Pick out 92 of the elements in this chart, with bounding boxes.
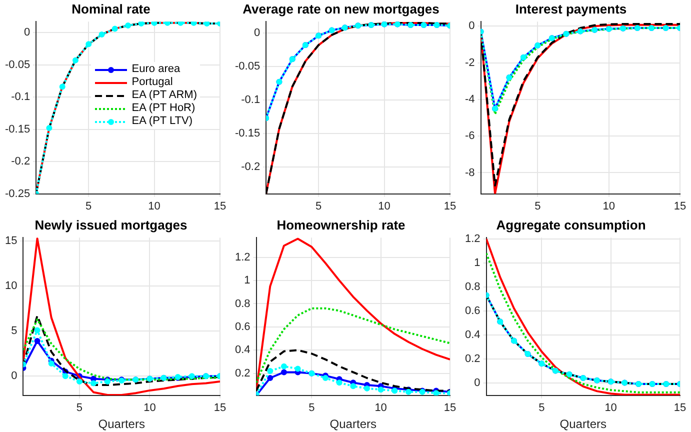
y-tick-label: -0.05 [234, 60, 260, 73]
y-tick-label: 0.8 [464, 280, 480, 293]
x-tick-label: 5 [316, 200, 322, 212]
y-tick-label: 0 [468, 20, 475, 32]
y-tick-label: 0.4 [464, 328, 480, 341]
chart-title: Average rate on new mortgages [242, 1, 440, 16]
y-tick-label: -0.05 [4, 58, 30, 71]
x-tick-label: 10 [604, 402, 617, 414]
x-axis-title: Quarters [330, 417, 376, 432]
x-tick-label: 10 [602, 200, 615, 212]
y-tick-label: 1 [474, 256, 480, 269]
x-tick-label: 5 [86, 200, 92, 212]
y-tick-label: 0.2 [234, 367, 250, 380]
point [433, 390, 440, 396]
point [336, 380, 342, 386]
point [48, 360, 54, 366]
point [378, 386, 384, 393]
point [62, 373, 68, 380]
chart-title: Homeownership rate [276, 217, 406, 232]
x-tick-label: 15 [444, 200, 456, 212]
point [138, 22, 144, 27]
chart-title: Aggregate consumption [496, 217, 646, 232]
x-tick-label: 15 [674, 200, 686, 212]
point [76, 378, 82, 384]
x-tick-label: 5 [538, 402, 545, 414]
y-tick-label: 0 [254, 27, 260, 40]
y-tick-label: -6 [465, 130, 475, 142]
x-tick-label: 15 [214, 200, 226, 212]
x-tick-label: 5 [76, 402, 83, 414]
point [280, 369, 287, 376]
y-tick-label: 0 [474, 376, 480, 389]
point [90, 380, 97, 386]
y-tick-label: -8 [465, 166, 475, 179]
point [350, 383, 356, 390]
y-tick-label: 0.8 [234, 298, 250, 310]
y-tick-label: -2 [465, 56, 475, 69]
point [59, 84, 66, 90]
x-tick-label: 5 [534, 200, 541, 212]
y-tick-label: 0.4 [234, 344, 250, 356]
x-tick-label: 10 [144, 402, 156, 414]
point [125, 22, 132, 28]
y-tick-label: -0.15 [4, 123, 30, 136]
x-tick-label: 10 [148, 200, 160, 212]
point [392, 388, 398, 394]
y-tick-label: -0.1 [11, 91, 30, 104]
y-tick-label: -0.2 [11, 156, 30, 168]
point [98, 32, 105, 38]
chart-title: Newly issued mortgages [34, 217, 188, 232]
y-tick-label: 0 [24, 26, 30, 39]
y-tick-label: -4 [465, 93, 475, 106]
x-tick-label: 15 [214, 402, 226, 414]
x-axis-title: Quarters [98, 417, 145, 432]
point [267, 368, 274, 374]
line-series [256, 307, 450, 384]
point [34, 327, 40, 334]
y-tick-label: -0.1 [241, 94, 260, 106]
y-tick-label: -0.15 [234, 128, 260, 140]
y-tick-label: 10 [4, 280, 18, 292]
legend-label: EA (PT HoR) [132, 102, 196, 115]
point [294, 366, 301, 372]
point [46, 125, 52, 132]
y-tick-label: 15 [4, 235, 18, 248]
y-tick-label: 5 [11, 325, 18, 338]
y-tick-label: 0.2 [464, 352, 480, 365]
point [72, 57, 78, 64]
x-tick-label: 10 [374, 402, 387, 414]
y-tick-label: -0.2 [241, 161, 260, 174]
point [86, 41, 92, 48]
y-tick-label: -0.25 [4, 188, 30, 200]
point [112, 26, 118, 32]
x-tick-label: 5 [308, 402, 315, 414]
y-tick-label: 0 [11, 370, 18, 382]
x-tick-label: 15 [444, 402, 456, 414]
legend-label: Euro area [132, 63, 180, 76]
x-axis-title: Quarters [560, 417, 606, 432]
point [364, 385, 370, 392]
chart-title: Interest payments [515, 1, 627, 16]
y-tick-label: 0.6 [234, 320, 250, 333]
point [267, 374, 274, 381]
legend-label: Portugal [132, 76, 173, 89]
y-tick-label: 1.2 [464, 232, 480, 245]
y-tick-label: 0.6 [464, 304, 480, 317]
point [280, 363, 287, 370]
legend-label: EA (PT ARM) [132, 89, 197, 102]
legend-label: EA (PT LTV) [132, 115, 193, 128]
x-tick-label: 10 [378, 200, 390, 212]
point [34, 338, 40, 344]
y-tick-label: 1 [244, 274, 250, 287]
y-tick-label: 1.2 [234, 251, 250, 264]
point [204, 22, 210, 27]
x-tick-label: 15 [674, 402, 686, 414]
chart-title: Nominal rate [72, 1, 150, 16]
